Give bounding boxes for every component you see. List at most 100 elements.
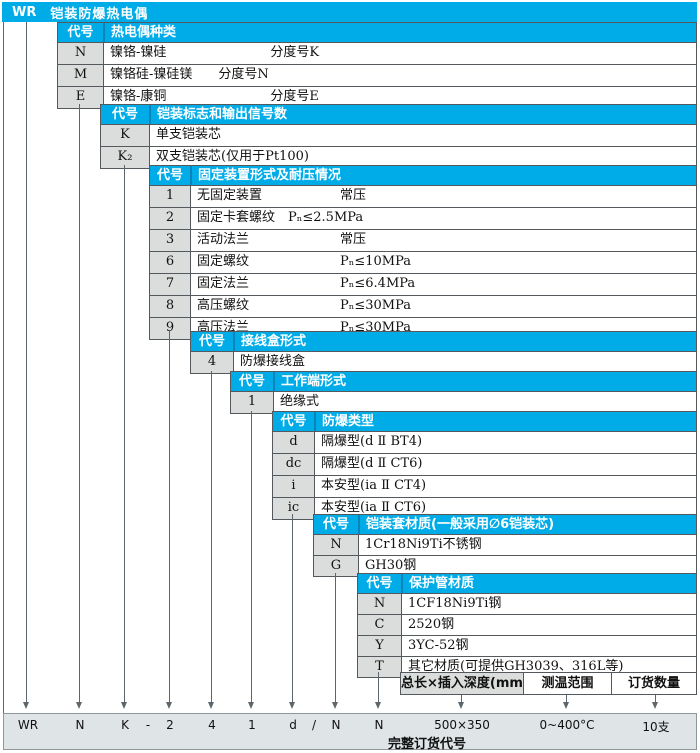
level-3-header: 代号 固定装置形式及耐压情况 (150, 166, 696, 185)
table-row: 1 无固定装置 常压 (150, 185, 696, 207)
row-desc: GH30钢 (359, 556, 696, 576)
code-column-header: 代号 (366, 576, 393, 591)
row-code: 3 (150, 230, 191, 251)
level-6-table: 代号 防爆类型 d 隔爆型(d Ⅱ BT4) dc 隔爆型(d Ⅱ CT6) i… (272, 411, 697, 520)
row-desc: 无固定装置 常压 (191, 186, 696, 207)
connector-line-level-6 (289, 514, 295, 709)
row-code: ic (273, 498, 315, 519)
order-code-part: 2 (166, 718, 174, 732)
row-desc: 本安型(ia Ⅱ CT6) (315, 498, 696, 519)
row-desc: 单支铠装芯 (150, 125, 696, 146)
footer-header-qty: 订货数量 (611, 673, 696, 694)
table-row: 3 活动法兰 常压 (150, 229, 696, 251)
order-code-part: N (331, 718, 341, 732)
level-7-header: 代号 铠装套材质(一般采用∅6铠装芯) (314, 515, 696, 534)
row-code: d (273, 432, 315, 453)
row-desc: 隔爆型(d Ⅱ CT6) (315, 454, 696, 475)
level-5-title: 工作端形式 (273, 372, 696, 391)
code-column-header: 代号 (322, 517, 349, 532)
row-desc: 本安型(ia Ⅱ CT4) (315, 476, 696, 497)
connector-line-level-2 (121, 165, 127, 709)
row-code: 1 (231, 392, 274, 413)
row-desc: 防爆接线盒 (234, 352, 696, 373)
table-row: 8 高压螺纹 Pₙ≤30MPa (150, 295, 696, 317)
order-code-part: - (145, 718, 151, 732)
table-row: 7 固定法兰 Pₙ≤6.4MPa (150, 273, 696, 295)
table-row: C 2520钢 (358, 614, 696, 635)
left-frame-line (3, 22, 4, 713)
level-8-table: 代号 保护管材质 N 1CF18Ni9Ti钢 C 2520钢 Y 3YC-52钢… (357, 573, 697, 678)
connector-line-level-3 (166, 331, 172, 709)
code-column-header: 代号 (111, 107, 138, 122)
row-code: 4 (191, 352, 234, 373)
level-7-table: 代号 铠装套材质(一般采用∅6铠装芯) N 1Cr18Ni9Ti不锈钢 G GH… (313, 514, 697, 577)
level-3-title: 固定装置形式及耐压情况 (190, 166, 696, 185)
table-row: M 镍铬硅-镍硅镁 分度号N (58, 64, 696, 86)
row-desc: 镍铬-康铜 分度号E (104, 87, 696, 108)
table-row: G GH30钢 (314, 555, 696, 576)
footer-header-row: 总长×插入深度(mm) 测温范围 订货数量 (400, 672, 697, 695)
level-7-title: 铠装套材质(一般采用∅6铠装芯) (358, 515, 696, 534)
table-row: 1 绝缘式 (231, 391, 696, 413)
row-desc: 双支铠装芯(仅用于Pt100) (150, 147, 696, 168)
order-code-strip: WR N K - 2 4 1 d / N N 500×350 0~400°C 1… (3, 713, 697, 752)
order-code-part: d (289, 718, 297, 732)
order-code-part: 1 (248, 718, 256, 732)
level-4-table: 代号 接线盒形式 4 防爆接线盒 (190, 331, 697, 374)
code-column-header: 代号 (198, 334, 225, 349)
connector-line-range-col (563, 695, 569, 709)
row-desc: 2520钢 (402, 615, 696, 635)
order-code-part: N (374, 718, 384, 732)
table-row: 6 固定螺纹 Pₙ≤10MPa (150, 251, 696, 273)
row-code: T (358, 657, 402, 677)
connector-line-wr (23, 22, 29, 709)
row-code: K (101, 125, 150, 146)
order-range-value: 0~400°C (539, 718, 595, 732)
level-5-table: 代号 工作端形式 1 绝缘式 (230, 371, 697, 414)
row-desc: 1CF18Ni9Ti钢 (402, 594, 696, 614)
row-code: K₂ (101, 147, 150, 168)
level-1-title: 热电偶种类 (103, 23, 696, 42)
order-code-part: N (75, 718, 85, 732)
level-6-header: 代号 防爆类型 (273, 412, 696, 431)
row-desc: 固定卡套螺纹 Pₙ≤2.5MPa (191, 208, 696, 229)
title-bar-title: 铠装防爆热电偶 (50, 6, 149, 22)
table-row: 2 固定卡套螺纹 Pₙ≤2.5MPa (150, 207, 696, 229)
row-desc: 固定螺纹 Pₙ≤10MPa (191, 252, 696, 273)
table-row: 4 防爆接线盒 (191, 351, 696, 373)
row-desc: 3YC-52钢 (402, 636, 696, 656)
row-code: dc (273, 454, 315, 475)
connector-line-level-8 (375, 672, 381, 709)
order-code-part: WR (17, 718, 39, 732)
connector-line-length-col (458, 695, 464, 709)
row-desc: 绝缘式 (274, 392, 696, 413)
table-row: ic 本安型(ia Ⅱ CT6) (273, 497, 696, 519)
level-4-header: 代号 接线盒形式 (191, 332, 696, 351)
table-row: K 单支铠装芯 (101, 124, 696, 146)
row-code: N (58, 43, 104, 64)
code-column-header: 代号 (156, 168, 183, 183)
connector-line-level-4 (208, 371, 214, 709)
table-row: E 镍铬-康铜 分度号E (58, 86, 696, 108)
code-column-header: 代号 (280, 414, 307, 429)
row-code: 2 (150, 208, 191, 229)
row-code: Y (358, 636, 402, 656)
order-code-part: / (311, 718, 317, 732)
row-code: 7 (150, 274, 191, 295)
row-code: C (358, 615, 402, 635)
order-strip-label: 完整订货代号 (387, 737, 467, 752)
title-bar-code: WR (12, 4, 37, 20)
level-2-header: 代号 铠装标志和输出信号数 (101, 105, 696, 124)
code-column-header: 代号 (67, 25, 94, 40)
footer-header-length: 总长×插入深度(mm) (401, 673, 523, 694)
row-code: E (58, 87, 104, 108)
row-code: 8 (150, 296, 191, 317)
level-2-title: 铠装标志和输出信号数 (149, 105, 696, 124)
table-row: i 本安型(ia Ⅱ CT4) (273, 475, 696, 497)
row-code: 9 (150, 318, 191, 339)
table-row: N 1Cr18Ni9Ti不锈钢 (314, 534, 696, 555)
row-desc: 活动法兰 常压 (191, 230, 696, 251)
table-row: dc 隔爆型(d Ⅱ CT6) (273, 453, 696, 475)
connector-line-level-5 (248, 411, 254, 709)
row-code: i (273, 476, 315, 497)
